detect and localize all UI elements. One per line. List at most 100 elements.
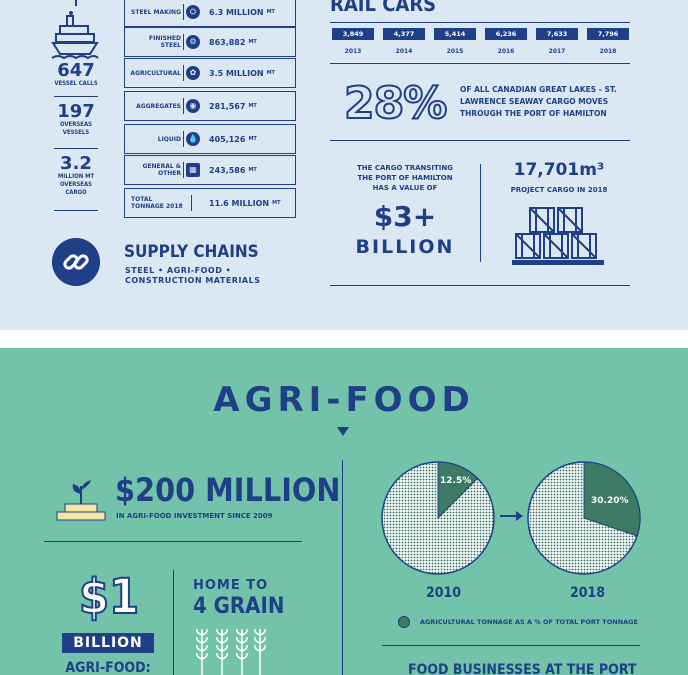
cargo-row-liquid: LIQUID 💧 405,126 MT (124, 124, 296, 154)
legend-swatch (398, 616, 410, 628)
divider (173, 570, 174, 675)
project-cargo-value: 17,701m³ (513, 160, 605, 180)
rail-car-2014: 4,377 (383, 28, 425, 40)
cargo-separator (183, 65, 184, 81)
finished-steel-icon: ⚙ (186, 35, 200, 49)
food-businesses-title: FOOD BUSINESSES AT THE PORT (408, 662, 637, 675)
cargo-value: 243,586 MT (209, 156, 257, 184)
rail-car-2016: 6,236 (485, 28, 527, 40)
cargo-value-unit: BILLION (355, 236, 455, 258)
cargo-row-general: GENERAL & OTHER ▦ 243,586 MT (124, 155, 296, 185)
general-icon: ▦ (186, 163, 200, 177)
agri-economy-amount: $1 (78, 568, 140, 626)
cargo-amount: 863,882 (209, 37, 246, 47)
agri-food-title: AGRI-FOOD (213, 380, 475, 420)
cargo-name: TOTAL TONNAGE 2018 (131, 196, 183, 210)
home-to-label: HOME TO (193, 578, 269, 593)
cargo-amount: 281,567 (209, 101, 246, 111)
divider (44, 541, 302, 542)
cargo-name: GENERAL & OTHER (142, 163, 181, 177)
divider (330, 140, 630, 141)
divider (54, 96, 98, 97)
rail-cars-title: RAIL CARS (330, 0, 437, 16)
cargo-row-total: TOTAL TONNAGE 2018 11.6 MILLION MT (124, 188, 296, 218)
cargo-row-finished-steel: FINISHED STEEL ⚙ 863,882 MT (124, 27, 296, 57)
aggregates-icon: ◉ (186, 99, 200, 113)
cargo-name: STEEL MAKING (131, 8, 181, 16)
pie-chart-2010 (381, 461, 495, 575)
overseas-vessels-label: OVERSEAS VESSELS (59, 121, 93, 136)
cargo-separator (183, 4, 184, 20)
pie-slice-2010 (437, 461, 479, 520)
overseas-cargo-stat: 3.2 MILLION MT OVERSEAS CARGO (46, 155, 106, 197)
cargo-unit: MT (266, 9, 275, 15)
cargo-value-text: THE CARGO TRANSITING THE PORT OF HAMILTO… (356, 164, 453, 192)
cargo-amount: 243,586 (209, 165, 246, 175)
legend-label: AGRICULTURAL TONNAGE AS A % OF TOTAL POR… (420, 618, 638, 626)
cargo-value: 863,882 MT (209, 28, 257, 56)
grain-count: 4 GRAIN (193, 594, 285, 619)
vessel-calls-stat: 647 VESSEL CALLS (46, 62, 106, 88)
project-cargo-label: PROJECT CARGO IN 2018 (510, 186, 608, 194)
crates-icon (512, 207, 604, 265)
rail-car-2015: 5,414 (434, 28, 476, 40)
divider (330, 285, 630, 286)
rail-car-2013: 3,849 (332, 28, 374, 40)
pie-slice-2018 (583, 461, 641, 537)
overseas-cargo-label: MILLION MT OVERSEAS CARGO (57, 173, 95, 196)
supply-chains-text: STEEL • AGRI-FOOD • CONSTRUCTION MATERIA… (125, 266, 261, 285)
cargo-unit: MT (248, 103, 257, 109)
divider (330, 63, 630, 64)
cargo-value: 405,126 MT (209, 125, 257, 153)
plant-investment-icon (56, 480, 106, 521)
cargo-row-steel-making: STEEL MAKING ⛭ 6.3 MILLION MT (124, 0, 296, 27)
cargo-separator (183, 98, 184, 114)
vessel-calls-value: 647 (57, 60, 95, 81)
cargo-value: 281,567 MT (209, 92, 257, 120)
cargo-separator (183, 34, 184, 50)
agri-investment-label: IN AGRI-FOOD INVESTMENT SINCE 2009 (116, 512, 273, 520)
divider (480, 164, 481, 262)
divider (54, 210, 98, 211)
pie-chart-2018 (527, 461, 641, 575)
cargo-separator (191, 195, 192, 211)
rail-car-2018: 7,796 (587, 28, 629, 40)
liquid-icon: 💧 (186, 132, 200, 146)
cargo-name: LIQUID (157, 135, 181, 143)
ship-icon (51, 11, 99, 60)
divider (342, 460, 343, 675)
cargo-value: 6.3 MILLION MT (209, 0, 275, 26)
agri-food-label: AGRI-FOOD: (65, 660, 151, 675)
cargo-row-agricultural: AGRICULTURAL ✿ 3.5 MILLION MT (124, 58, 296, 88)
stat-connector (75, 0, 77, 6)
cargo-unit: MT (266, 70, 275, 76)
pie-label-2018: 30.20% (591, 496, 629, 506)
seaway-text: OF ALL CANADIAN GREAT LAKES - ST. LAWREN… (460, 85, 617, 118)
cargo-amount: 3.5 MILLION (209, 68, 264, 78)
rail-year: 2014 (395, 48, 413, 55)
cargo-unit: MT (272, 200, 281, 206)
divider (330, 22, 630, 23)
arrow-down-icon (337, 427, 349, 436)
chain-link-icon (52, 238, 100, 286)
pie-label-2010: 12.5% (440, 476, 472, 486)
rail-year: 2016 (497, 48, 515, 55)
section-gap (0, 330, 688, 348)
rail-year: 2013 (344, 48, 362, 55)
rail-car-2017: 7,633 (536, 28, 578, 40)
cargo-value: 11.6 MILLION MT (209, 189, 281, 217)
divider (382, 645, 640, 646)
pie-year-2010: 2010 (426, 585, 462, 601)
cargo-name: AGGREGATES (136, 102, 181, 110)
cargo-amount: 11.6 MILLION (209, 198, 270, 208)
agri-economy-unit: BILLION (62, 633, 154, 653)
cargo-name: AGRICULTURAL (130, 69, 181, 77)
wheat-icon (196, 628, 266, 675)
overseas-vessels-stat: 197 OVERSEAS VESSELS (46, 103, 106, 137)
cargo-value-amount: $3+ (373, 200, 437, 233)
rail-year: 2017 (548, 48, 566, 55)
cargo-name: FINISHED STEEL (148, 35, 181, 49)
port-overview-section: 647 VESSEL CALLS 197 OVERSEAS VESSELS 3.… (0, 0, 688, 330)
cargo-separator (183, 162, 184, 178)
